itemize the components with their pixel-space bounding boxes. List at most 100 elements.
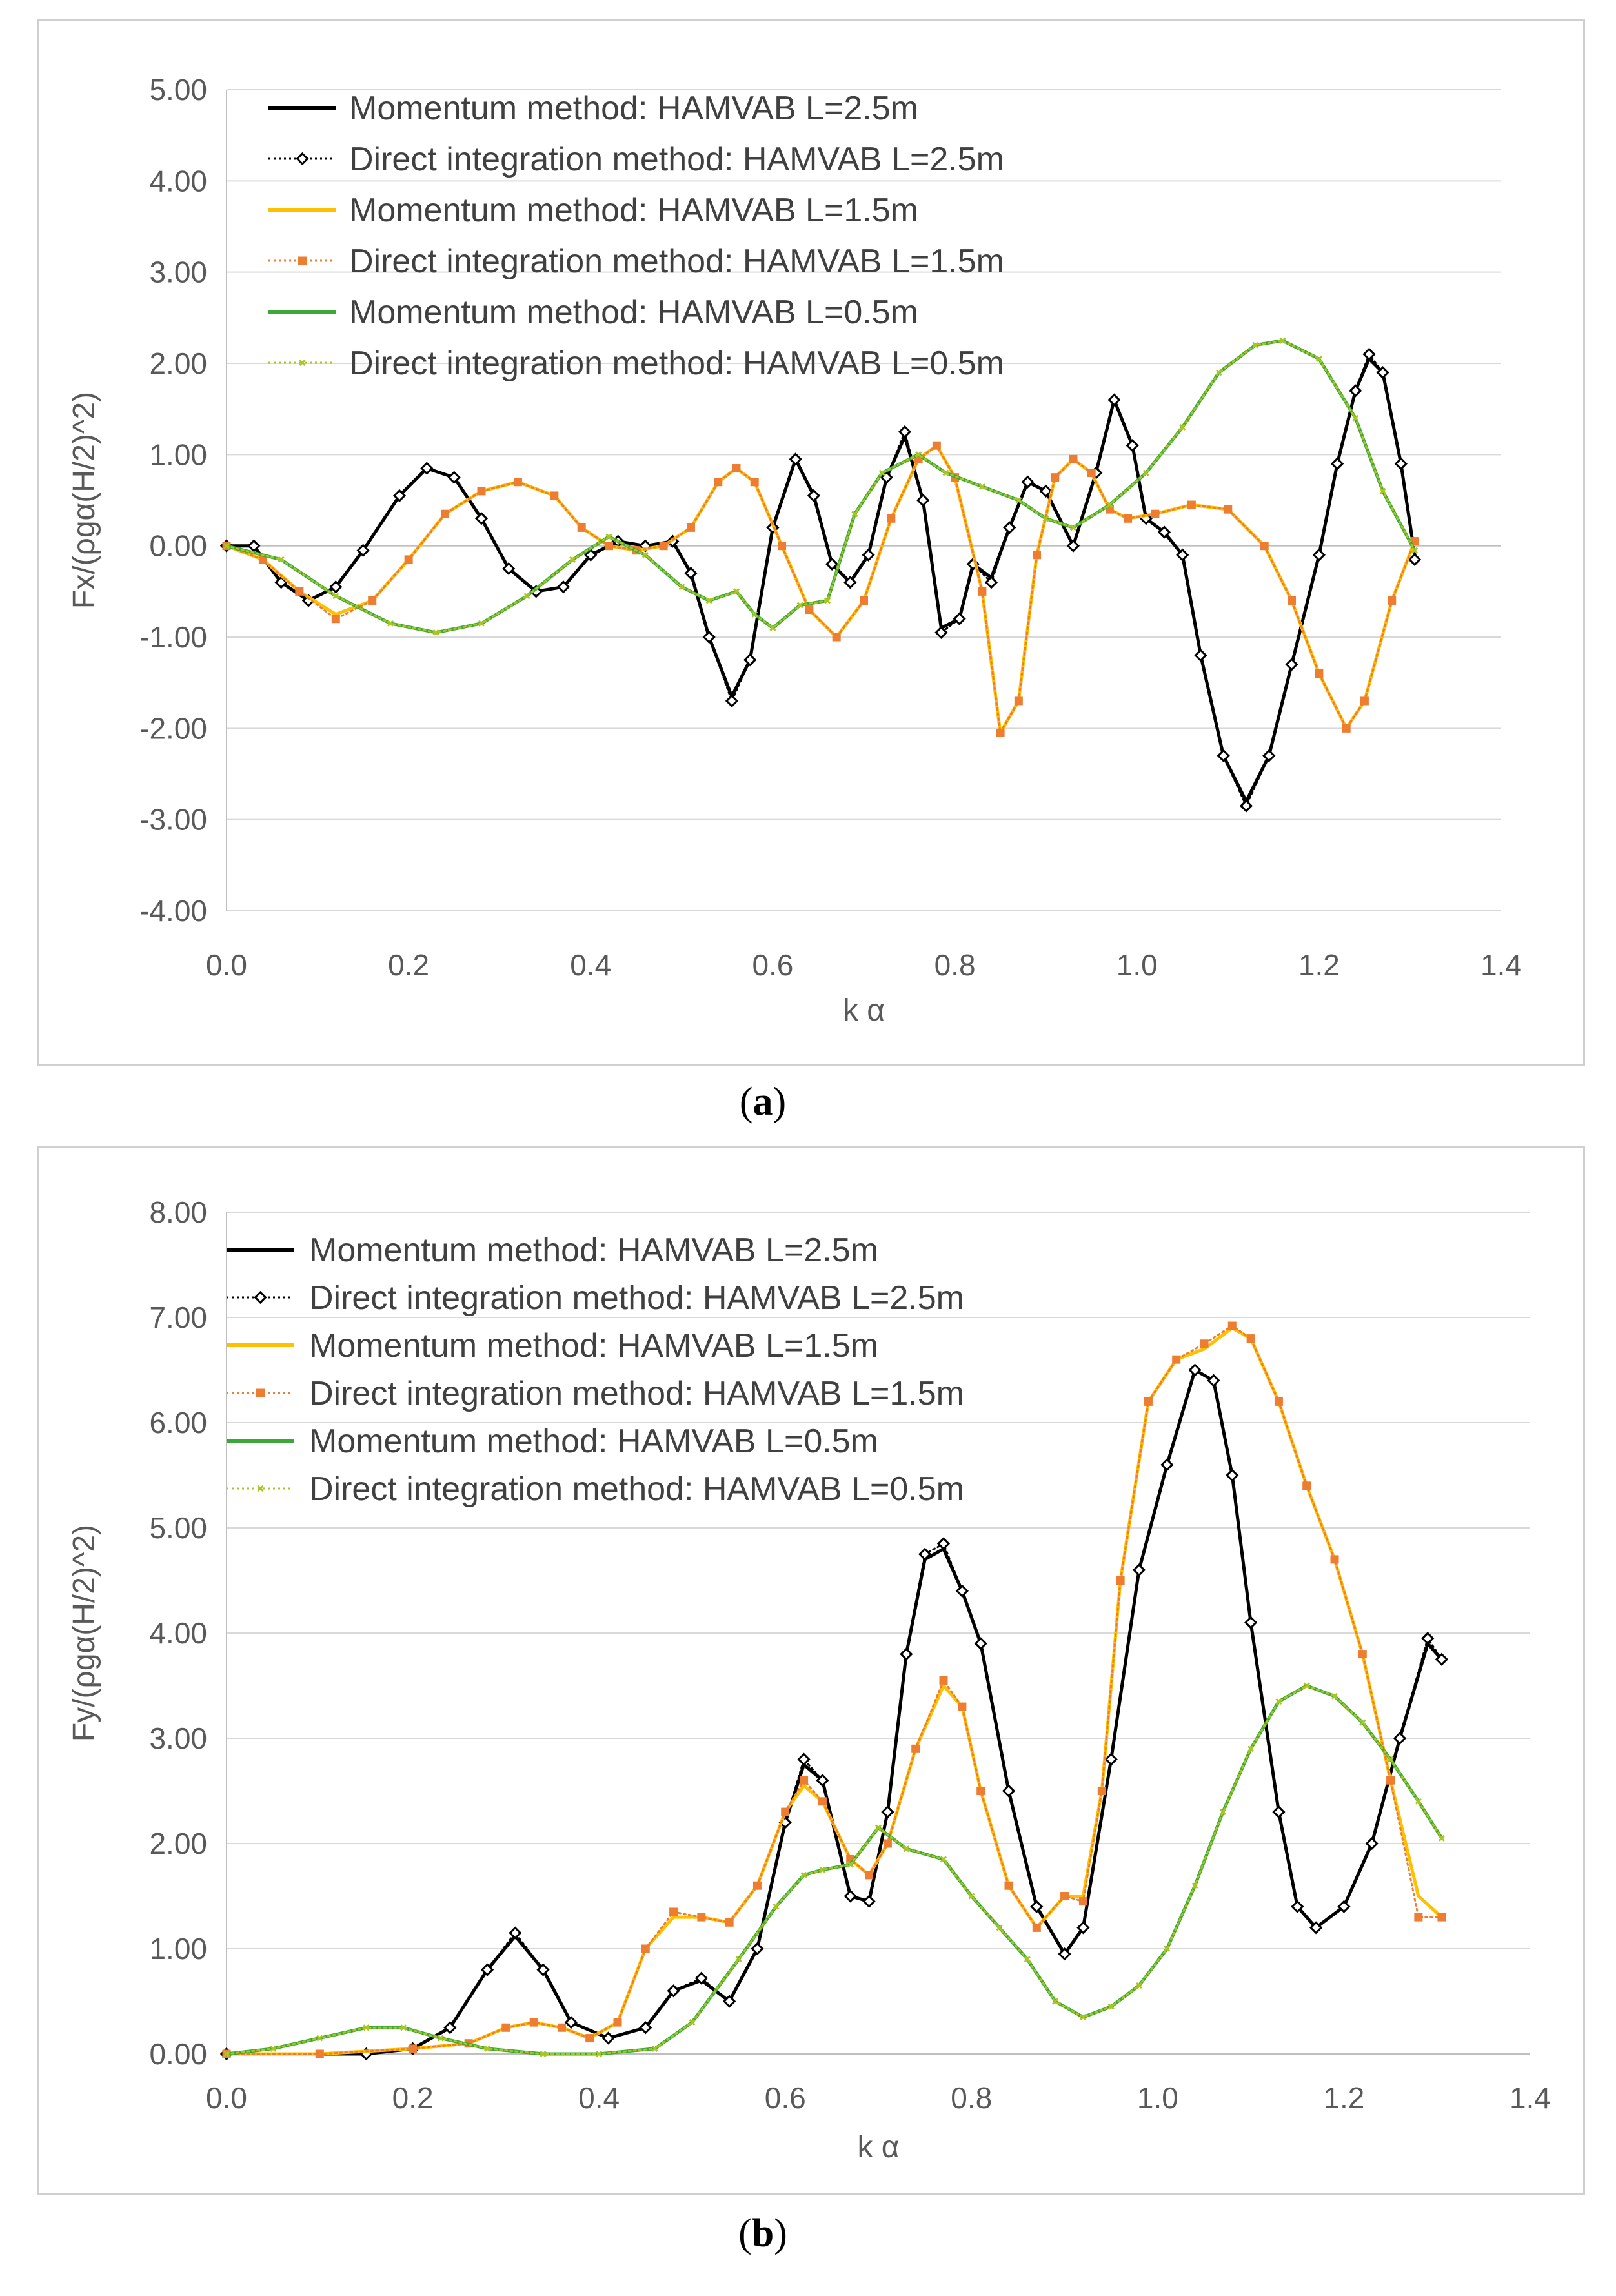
chart-b-series-1-point [1132,1563,1146,1577]
chart-a-series-5-point [569,556,576,563]
chart-b-series-1-point [1421,1632,1435,1645]
chart-b-series-3-point [958,1702,967,1711]
chart-b-series-3-point [911,1744,920,1753]
chart-b-series-1-point [936,1537,951,1550]
chart-b-series-5-point [270,2045,277,2052]
chart-a-series-3-point [1087,469,1096,478]
chart-b-series-5-point [437,2035,444,2042]
chart-b-xaxis-title: k α [857,2130,899,2164]
chart-b-series-5-point [651,2045,658,2052]
chart-a-ytick-label: 3.00 [149,256,207,289]
chart-a-series-1-point [1408,553,1422,566]
chart-a-series-5-point [1042,515,1049,522]
chart-b-series-5-point [1052,1998,1059,2005]
chart-b-series-3-point [976,1787,985,1795]
chart-a-series-5-point [1142,469,1149,476]
chart-a-legend-marker-1 [296,152,309,166]
chart-a-series-3-point [1124,514,1133,523]
chart-b-series-1-point [564,2015,578,2029]
chart-a-xtick-label: 1.4 [1480,948,1522,982]
chart-a-series-5-point [432,629,439,636]
chart-b-series-3-point [1227,1321,1237,1330]
chart-a-series-5-point [1279,337,1286,344]
chart-a-series-1-point [1021,475,1035,489]
chart-a-series-3-point [860,596,868,605]
chart-a-series-1-point [1066,539,1080,553]
chart-a-series-1-point [1285,658,1298,671]
chart-a-legend-marker-3 [298,256,307,265]
chart-a-series-5-point [769,624,776,631]
chart-a-series-3-point [577,523,586,532]
chart-b-series-1-point [443,2021,457,2035]
chart-a-series-1-point [474,512,489,525]
chart-b-xtick-label: 0.4 [578,2081,620,2115]
chart-b-ytick-label: 8.00 [149,1195,207,1229]
chart-a-series-3-point [368,596,377,605]
chart-b-legend-label-3: Direct integration method: HAMVAB L=1.5m [309,1375,964,1412]
chart-a-series-1-point [1176,548,1189,562]
chart-b-series-1-point [1058,1947,1071,1961]
chart-b-series-3-point [752,1881,762,1890]
chart-a-series-3-point [805,605,814,615]
chart-a-series-5 [223,337,1419,636]
chart-a-series-1-point [684,566,698,580]
chart-panel-b: 0.00 1.00 2.00 3.00 4.00 5.00 6.00 7.00 8.00 0.0 0… [37,1146,1585,2195]
chart-b-series-1-point [816,1774,829,1787]
chart-b-legend: Momentum method: HAMVAB L=2.5m Direct int… [227,1232,964,1508]
chart-a-series-1-point [743,653,757,667]
chart-b-series-1-point [751,1942,764,1956]
chart-a-series-1-point [953,612,966,625]
chart-b-series-3-point [501,2023,510,2032]
chart-a-series-3-point [978,587,987,596]
chart-b-series-5-point [400,2024,407,2031]
chart-a-ytick-label: 1.00 [149,438,207,471]
chart-b-ytick-label: 1.00 [149,1932,207,1966]
chart-a-series-1-point [502,562,516,576]
chart-a-legend-label-2: Momentum method: HAMVAB L=1.5m [349,192,918,229]
chart-b-xtick-label: 0.6 [765,2081,806,2115]
chart-a-series-1-point [447,471,461,484]
chart-a-series-1-point [1217,749,1230,762]
chart-b-svg: 0.00 1.00 2.00 3.00 4.00 5.00 6.00 7.00 8.00 0.0 0… [67,1195,1551,2164]
chart-b-series-3-point [883,1839,892,1848]
chart-b-series-3-point [1358,1650,1367,1659]
chart-b-legend-marker-1 [254,1290,267,1305]
chart-b-series-3-point [800,1776,809,1785]
chart-b-series-5-point [1024,1956,1031,1963]
chart-a-series-1-point [843,576,857,589]
chart-b-series-5-point [996,1924,1003,1931]
chart-b-xtick-label: 0.2 [392,2081,434,2115]
chart-a-series-5-point [878,469,885,476]
chart-b-series-1-point [900,1647,913,1661]
chart-a-series-1-point [1107,393,1121,407]
chart-a-xtick-label: 1.0 [1116,948,1158,982]
chart-a-series-5-point [1215,369,1222,376]
chart-b-series-3-point [641,1944,650,1953]
chart-b-series-3-point [1414,1913,1423,1922]
chart-b-series-5-point [1438,1834,1445,1842]
chart-a-series-1-point [984,576,998,589]
chart-a-legend-marker-5 [299,359,306,367]
chart-a-xtick-label: 0.0 [206,948,247,982]
chart-b-series-1 [219,1363,1449,2061]
chart-a-series-1-point [1039,484,1053,498]
chart-b-yaxis-title: Fy/(ρgα(H/2)^2) [67,1525,101,1742]
chart-b-series-1-point [1337,1900,1351,1913]
chart-a-series-5-point [705,597,712,604]
chart-b-series-1-point [843,1889,857,1903]
chart-b-series-3-point [1246,1334,1255,1343]
chart-a-series-3-point [404,555,413,564]
chart-b-series-1-point [1309,1921,1323,1935]
chart-b-xtick-label: 1.4 [1510,2081,1551,2115]
chart-a-legend-label-3: Direct integration method: HAMVAB L=1.5m [349,243,1004,280]
chart-b-series-1-point [667,1984,680,1998]
chart-a-series-1-point [1349,384,1362,398]
chart-b-ytick-label: 2.00 [149,1827,207,1860]
chart-b-series-3-point [818,1797,827,1806]
chart-a-series-1-point [420,462,434,475]
chart-b-series-1-point [509,1926,522,1940]
chart-a-series-5-point [978,483,985,490]
chart-a-series-3-point [1224,505,1233,514]
chart-a-series-1-point [584,548,598,562]
chart-a-series-1-point [807,489,821,503]
